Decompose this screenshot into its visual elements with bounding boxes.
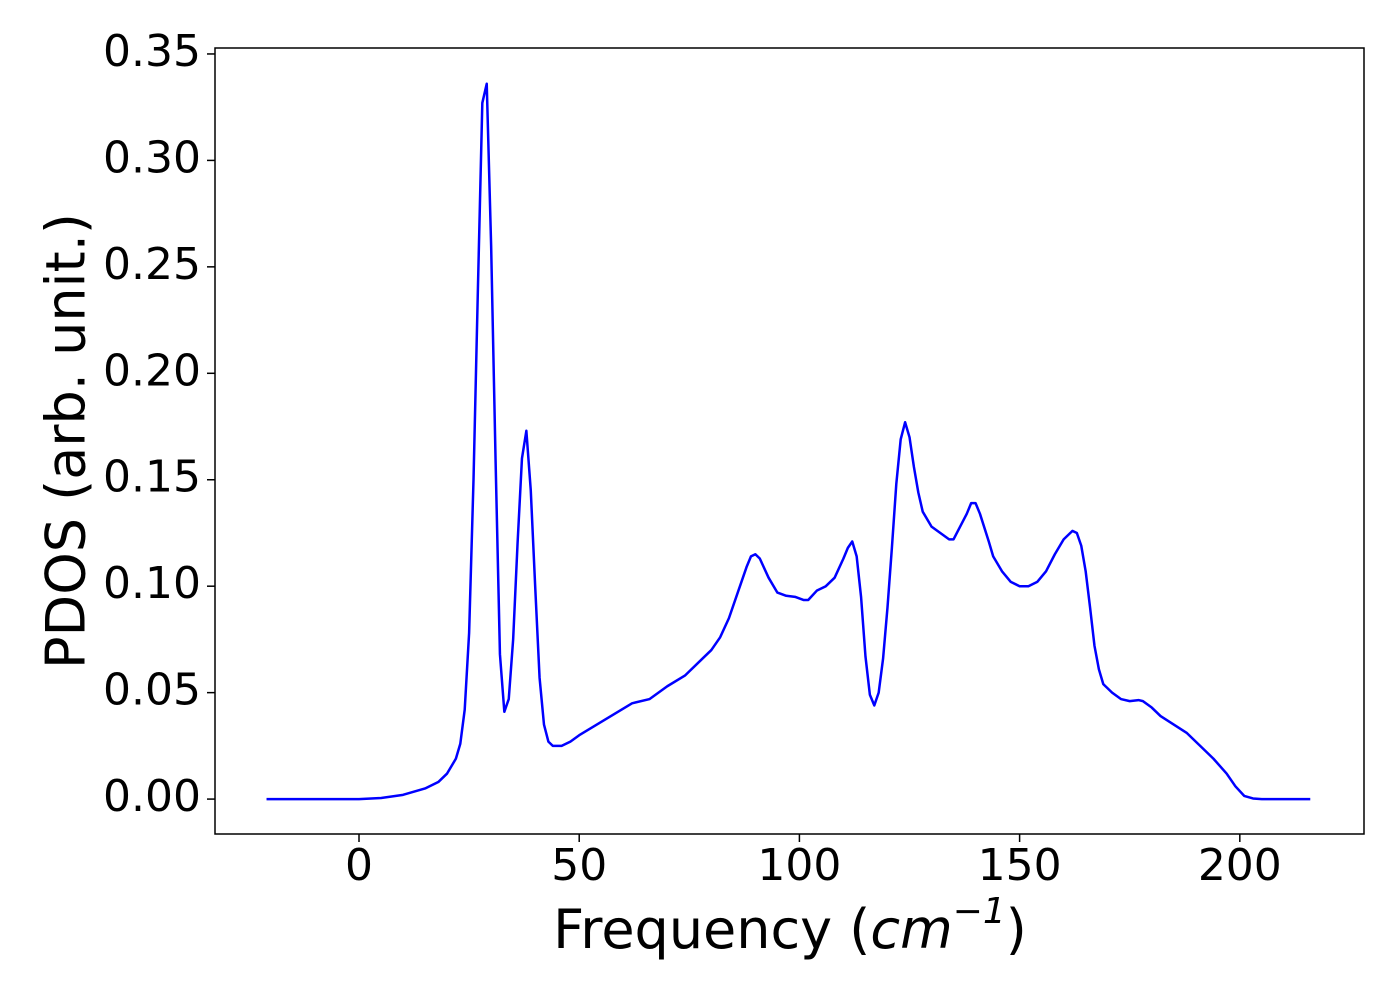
y-axis-label: PDOS (arb. unit.) bbox=[35, 213, 98, 669]
plot-frame bbox=[214, 47, 1365, 835]
y-tick-label: 0.20 bbox=[103, 345, 201, 396]
x-tick-label: 100 bbox=[757, 840, 841, 891]
x-tick-label: 150 bbox=[978, 840, 1062, 891]
x-label-text: Frequency ( bbox=[553, 898, 870, 961]
x-tick-label: 0 bbox=[345, 840, 373, 891]
x-label-text: ) bbox=[1006, 898, 1027, 961]
x-tick-label: 200 bbox=[1198, 840, 1282, 891]
y-tick-label: 0.10 bbox=[103, 558, 201, 609]
y-tick-label: 0.15 bbox=[103, 452, 201, 503]
x-tick-label: 50 bbox=[551, 840, 607, 891]
y-tick-label: 0.25 bbox=[103, 239, 201, 290]
x-label-exponent: −1 bbox=[953, 891, 1006, 932]
data-line bbox=[266, 82, 1311, 801]
y-tick-label: 0.00 bbox=[103, 771, 201, 822]
y-tick-label: 0.35 bbox=[103, 26, 201, 77]
y-tick-label: 0.30 bbox=[103, 132, 201, 183]
y-tick-label: 0.05 bbox=[103, 665, 201, 716]
x-axis-label: Frequency (cm−1) bbox=[553, 891, 1027, 961]
x-label-unit: cm bbox=[870, 898, 952, 961]
